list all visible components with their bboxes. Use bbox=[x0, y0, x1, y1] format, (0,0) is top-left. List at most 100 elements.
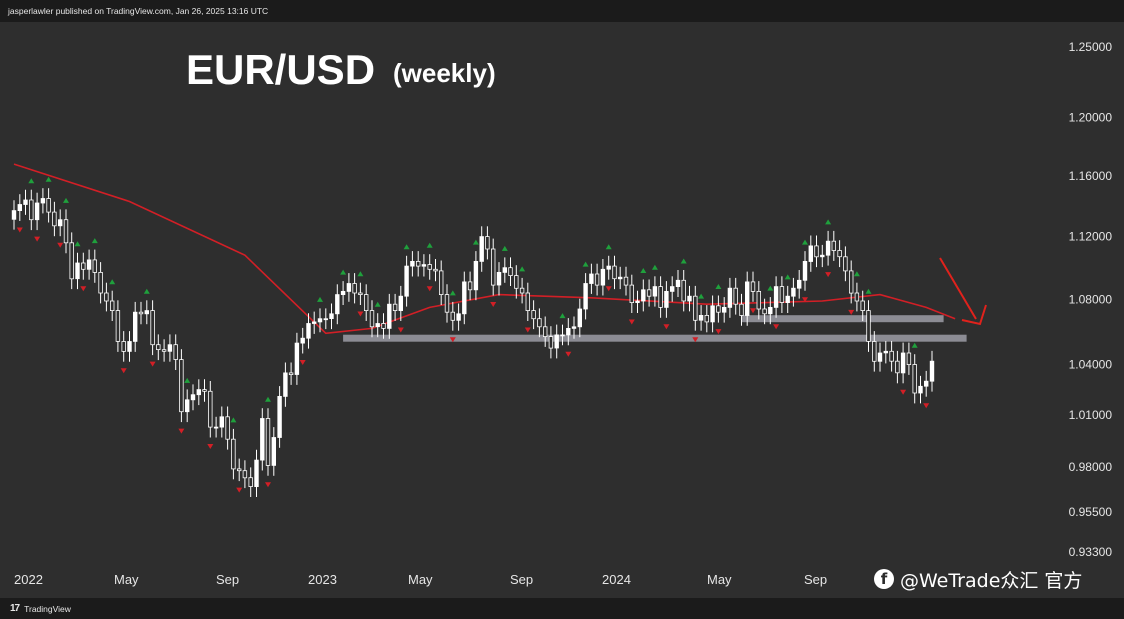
candle-body bbox=[462, 281, 467, 315]
candle bbox=[444, 284, 450, 323]
candle bbox=[346, 273, 352, 302]
candle-body bbox=[17, 204, 22, 211]
fractal-down-marker bbox=[663, 324, 670, 330]
candle-body bbox=[646, 289, 652, 297]
candle bbox=[733, 277, 738, 315]
candle-body bbox=[375, 323, 380, 328]
candle bbox=[427, 254, 432, 280]
candle-body bbox=[906, 352, 912, 366]
candle-body bbox=[404, 265, 409, 297]
candle bbox=[698, 305, 704, 331]
candle bbox=[277, 386, 282, 448]
candle-body bbox=[877, 352, 883, 362]
candle-body bbox=[889, 350, 894, 362]
candle bbox=[722, 297, 727, 323]
candle bbox=[86, 249, 92, 280]
chart-area[interactable]: EUR/USD (weekly) 1.25000 1.20000 1.16000 1.… bbox=[0, 22, 1124, 598]
candle-body bbox=[300, 337, 305, 344]
candle-body bbox=[883, 350, 888, 354]
fractal-up-marker bbox=[519, 266, 526, 272]
candle-body bbox=[69, 242, 74, 280]
candle-body bbox=[583, 283, 588, 310]
candle bbox=[69, 232, 74, 290]
candle-body bbox=[346, 283, 352, 292]
arrow-shaft bbox=[939, 257, 977, 320]
candle bbox=[514, 265, 519, 299]
fractal-up-marker bbox=[911, 342, 918, 348]
candle bbox=[294, 332, 300, 385]
candle bbox=[900, 342, 906, 384]
candle bbox=[577, 298, 582, 338]
fractal-up-marker bbox=[472, 239, 479, 245]
fractal-up-marker bbox=[374, 301, 381, 307]
price-tick-label: 1.25000 bbox=[1069, 40, 1113, 54]
candle bbox=[646, 279, 652, 307]
support-zone-0 bbox=[343, 334, 967, 342]
candle-body bbox=[236, 468, 242, 472]
candle-body bbox=[156, 344, 161, 351]
candle-body bbox=[92, 259, 97, 273]
fractals-layer bbox=[16, 176, 930, 493]
candle bbox=[236, 458, 242, 482]
watermark-text: @WeTrade众汇 官方 bbox=[900, 569, 1083, 592]
candle bbox=[860, 290, 865, 321]
candle-body bbox=[277, 395, 282, 438]
candle bbox=[46, 188, 51, 223]
price-tick-label: 1.08000 bbox=[1069, 292, 1113, 306]
candle bbox=[179, 349, 184, 423]
candle bbox=[23, 189, 28, 215]
candle-body bbox=[184, 399, 190, 413]
candle bbox=[173, 334, 178, 370]
candle-body bbox=[352, 283, 357, 294]
candle-body bbox=[537, 318, 542, 328]
candle-body bbox=[502, 267, 507, 273]
fractal-down-marker bbox=[900, 389, 907, 395]
candle-body bbox=[398, 295, 403, 312]
candle-body bbox=[722, 306, 727, 313]
time-ticks-layer: 2022 May Sep 2023 May Sep 2024 May Sep bbox=[14, 572, 827, 587]
candle-body bbox=[554, 334, 559, 349]
candle-body bbox=[623, 276, 629, 286]
fractal-up-marker bbox=[853, 271, 860, 277]
candle-body bbox=[768, 306, 773, 315]
price-tick-label: 0.95500 bbox=[1069, 505, 1113, 519]
candle-body bbox=[29, 199, 34, 221]
fractal-up-marker bbox=[45, 176, 52, 182]
candle-body bbox=[548, 336, 554, 349]
candle bbox=[479, 226, 484, 272]
fractal-up-marker bbox=[802, 239, 808, 245]
candle bbox=[554, 324, 559, 359]
candle-body bbox=[104, 292, 109, 302]
candle bbox=[612, 255, 617, 290]
fractal-down-marker bbox=[848, 309, 855, 315]
candle-body bbox=[86, 259, 92, 270]
social-account-icon: f bbox=[874, 569, 894, 589]
candle bbox=[531, 300, 536, 330]
candle-body bbox=[571, 326, 577, 329]
candle-body bbox=[444, 294, 450, 313]
candle bbox=[335, 284, 340, 325]
candle-body bbox=[531, 310, 536, 320]
candle-body bbox=[392, 303, 398, 312]
publisher-line: jasperlawler published on TradingView.co… bbox=[8, 6, 269, 16]
time-tick-label: Sep bbox=[216, 572, 239, 587]
fractal-up-marker bbox=[582, 261, 589, 267]
candle-body bbox=[704, 314, 709, 323]
candle bbox=[415, 251, 421, 277]
fractal-down-marker bbox=[692, 337, 699, 343]
candle-body bbox=[208, 390, 213, 428]
footer-bar: 17 TradingView bbox=[0, 598, 1124, 619]
candle-body bbox=[750, 281, 756, 292]
chart-subtitle: (weekly) bbox=[393, 58, 496, 88]
candle-body bbox=[427, 264, 432, 270]
price-chart[interactable]: EUR/USD (weekly) 1.250001.200001.160001.… bbox=[0, 22, 1124, 598]
fractal-down-marker bbox=[80, 286, 87, 292]
fractal-down-marker bbox=[357, 311, 364, 317]
candle-body bbox=[866, 310, 871, 342]
candle-body bbox=[202, 389, 207, 392]
candle-body bbox=[323, 318, 328, 321]
candle bbox=[300, 327, 305, 354]
candle bbox=[208, 381, 213, 438]
candle-body bbox=[225, 416, 230, 440]
candle bbox=[710, 295, 715, 333]
